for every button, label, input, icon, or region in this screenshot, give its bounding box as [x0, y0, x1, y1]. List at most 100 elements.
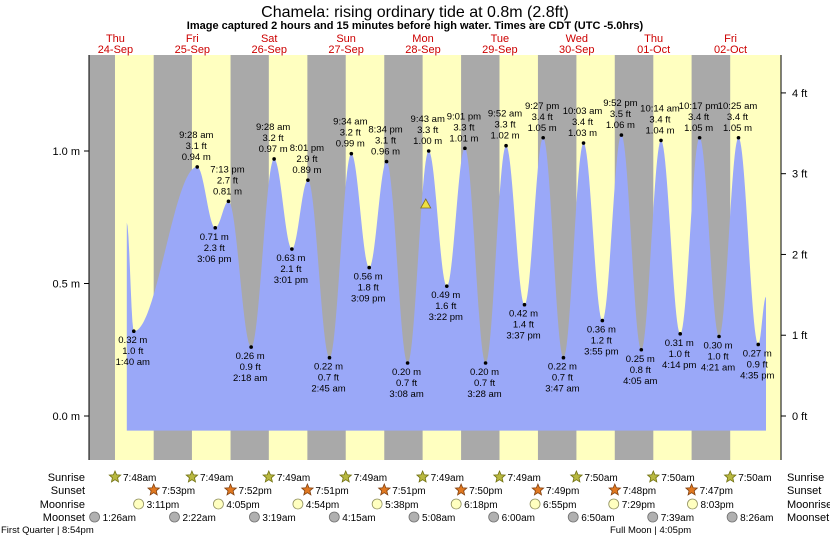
right-tick-label: 3 ft [792, 169, 807, 181]
chart-title: Chamela: rising ordinary tide at 0.8m (2… [261, 4, 569, 21]
tide-extreme-time: 3:47 am [545, 384, 579, 395]
sunset-icon [223, 482, 238, 496]
day-date-label: 24-Sep [98, 44, 133, 56]
moonrise-row-label: Moonrise [40, 499, 85, 511]
sunrise-icon [415, 469, 430, 483]
sunrise-time: 7:49am [277, 473, 310, 484]
tide-extreme-feet: 1.6 ft [435, 301, 456, 312]
tide-extreme-time: 3:01 pm [274, 275, 308, 286]
sunrise-icon [338, 469, 353, 483]
moonset-icon [328, 511, 340, 523]
tide-extreme-feet: 2.3 ft [204, 243, 225, 254]
tide-extreme-dot [306, 178, 310, 182]
tide-extreme-meters: 0.25 m [626, 354, 655, 365]
tide-extreme-dot [600, 318, 605, 323]
day-name-label: Wed [566, 33, 588, 45]
tide-extreme-dot [483, 361, 488, 365]
moonrise-time: 6:18pm [464, 500, 497, 511]
day-name-label: Tue [491, 33, 510, 45]
left-tick-label: 1.0 m [52, 146, 80, 158]
sunset-time: 7:47pm [700, 486, 733, 497]
tide-extreme-meters: 0.49 m [431, 290, 460, 301]
sunrise-icon [723, 469, 737, 483]
moonset-row-label-right: Moonset [787, 512, 829, 524]
moonset-time: 5:08am [422, 513, 455, 524]
right-tick-label: 0 ft [792, 411, 807, 423]
tide-extreme-time: 10:25 am [718, 101, 758, 112]
tide-extreme-meters: 0.22 m [548, 362, 577, 373]
tide-extreme-time: 9:52 pm [603, 98, 637, 109]
tide-extreme-feet: 1.0 ft [122, 346, 143, 357]
sunrise-row-label: Sunrise [48, 472, 85, 484]
sunset-icon [454, 482, 468, 496]
tide-extreme-time: 8:34 pm [368, 125, 402, 136]
current-level-marker [420, 198, 432, 209]
moonset-time: 6:00am [502, 513, 535, 524]
tide-extreme-meters: 0.89 m [292, 165, 321, 176]
tide-extreme-feet: 3.1 ft [186, 141, 207, 152]
tide-extreme-dot [717, 334, 721, 339]
tide-extreme-feet: 3.4 ft [688, 112, 709, 123]
tide-extreme-time: 10:17 pm [679, 101, 719, 112]
moonset-icon [169, 511, 180, 523]
moonset-icon [408, 511, 420, 523]
tide-area [126, 135, 767, 431]
moon-phase-full-moon: Full Moon | 4:05pm [610, 525, 691, 536]
tide-extreme-time: 3:55 pm [584, 347, 618, 358]
moonrise-time: 5:38pm [385, 500, 418, 511]
tide-extreme-time: 9:28 am [256, 122, 290, 133]
tide-extreme-dot [213, 226, 218, 230]
tide-extreme-dot [444, 284, 449, 288]
tide-extreme-dot [619, 133, 624, 137]
moonset-time: 4:15am [342, 513, 375, 524]
tide-extreme-meters: 0.42 m [509, 309, 538, 320]
tide-extreme-dot [581, 141, 586, 145]
day-date-label: 02-Oct [714, 44, 747, 56]
tide-extreme-time: 3:22 pm [429, 312, 463, 323]
tide-extreme-dot [327, 355, 332, 360]
tide-extreme-dot [522, 302, 527, 307]
tide-extreme-time: 9:52 am [488, 109, 522, 120]
right-tick-label: 1 ft [792, 330, 807, 342]
right-tick-label: 4 ft [792, 88, 807, 100]
tide-extreme-time: 8:01 pm [290, 143, 324, 154]
sunrise-time: 7:49am [200, 473, 233, 484]
tide-extreme-time: 3:37 pm [506, 331, 540, 342]
tide-extreme-dot [697, 135, 702, 140]
day-name-label: Fri [186, 33, 199, 45]
tide-extreme-time: 9:01 pm [447, 111, 481, 122]
moonset-icon [726, 511, 738, 523]
moonrise-icon [292, 498, 304, 510]
moonrise-icon [529, 498, 541, 510]
tide-extreme-time: 9:43 am [411, 114, 445, 125]
tide-extreme-dot [290, 247, 294, 251]
tide-extreme-time: 4:05 am [623, 376, 657, 387]
moonrise-icon [371, 498, 383, 510]
tide-extreme-meters: 0.20 m [392, 367, 421, 378]
sunset-time: 7:53pm [162, 486, 195, 497]
tide-extreme-meters: 1.03 m [568, 128, 597, 139]
moonrise-time: 7:29pm [622, 500, 655, 511]
tide-extreme-feet: 2.7 ft [217, 175, 238, 186]
tide-extreme-feet: 1.8 ft [358, 283, 379, 294]
tide-extreme-dot [659, 138, 663, 143]
tide-extreme-feet: 3.4 ft [649, 114, 670, 125]
sunrise-time: 7:49am [354, 473, 387, 484]
tide-extreme-time: 10:14 am [640, 103, 680, 114]
tide-extreme-meters: 1.04 m [645, 125, 674, 136]
tide-extreme-dot [249, 345, 253, 349]
tide-extreme-meters: 0.31 m [665, 338, 694, 349]
sunset-row-label-right: Sunset [787, 485, 821, 497]
tide-extreme-feet: 0.7 ft [396, 378, 417, 389]
tide-extreme-meters: 0.81 m [213, 186, 242, 197]
tide-extreme-meters: 0.56 m [354, 272, 383, 283]
left-tick-label: 0.0 m [52, 411, 80, 423]
sunset-row-label: Sunset [51, 485, 85, 497]
chart-subtitle: Image captured 2 hours and 15 minutes be… [187, 20, 644, 32]
sunrise-time: 7:50am [584, 473, 617, 484]
day-name-label: Sun [336, 33, 356, 45]
moonrise-icon [608, 498, 620, 510]
sunrise-time: 7:50am [661, 473, 694, 484]
sunrise-icon [262, 469, 276, 483]
